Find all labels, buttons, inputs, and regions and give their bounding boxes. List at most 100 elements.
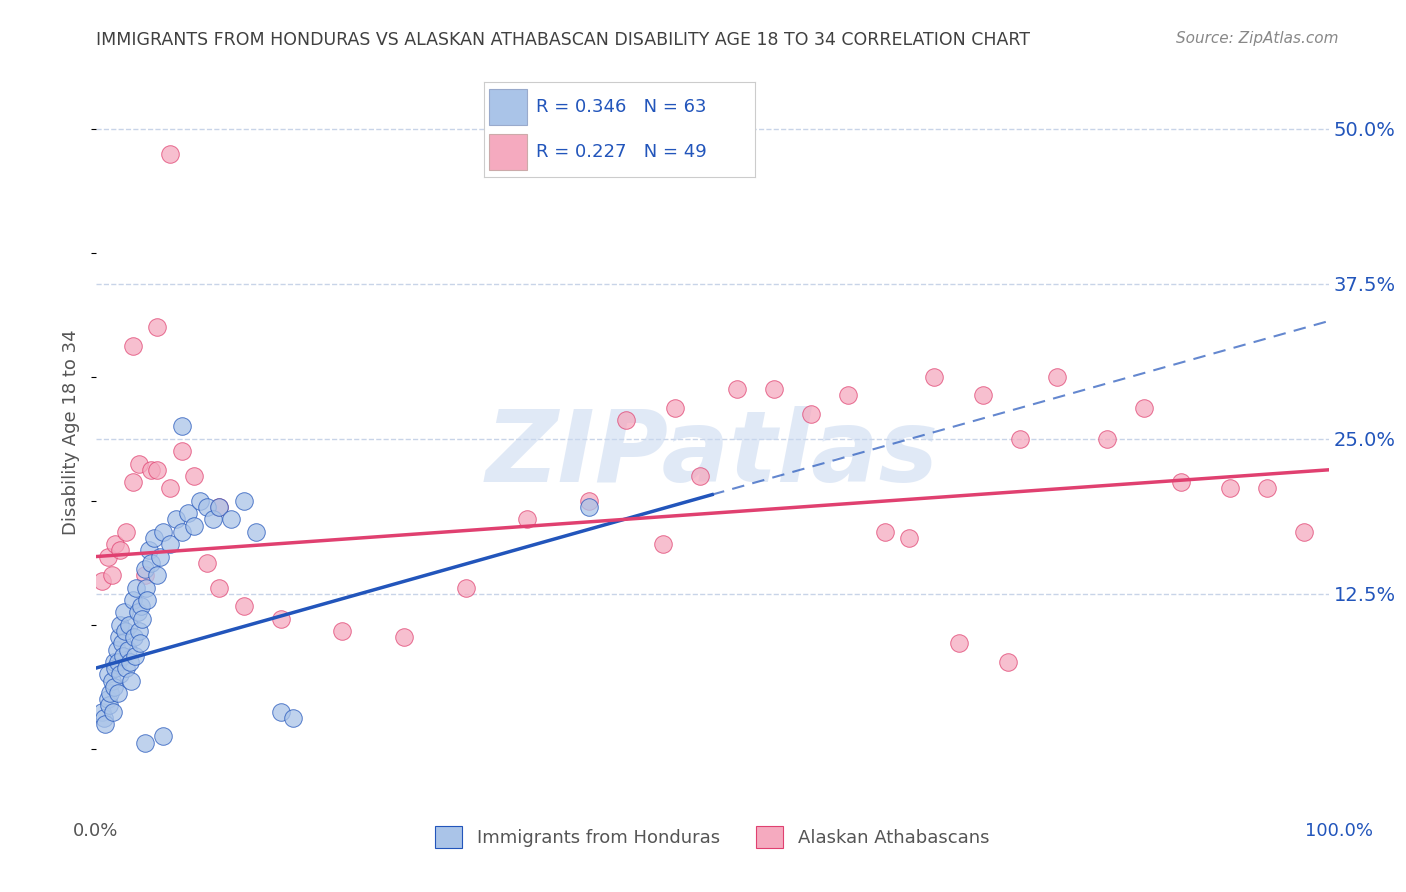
Point [98,698,121,713]
Point [125,581,148,595]
Point [170,444,193,458]
Point [97,667,120,681]
Point [664,401,686,415]
Point [136,593,159,607]
Point [105,642,128,657]
Point [149,549,172,564]
Point [201,512,224,526]
Point [762,382,785,396]
Point [208,581,231,595]
Legend: Immigrants from Honduras, Alaskan Athabascans: Immigrants from Honduras, Alaskan Athaba… [427,819,997,855]
Point [121,339,143,353]
Point [134,562,156,576]
Point [177,506,200,520]
Point [614,413,637,427]
Point [516,512,538,526]
Text: 100.0%: 100.0% [1305,822,1372,840]
Point [1132,401,1154,415]
Point [170,524,193,539]
Point [107,655,129,669]
Y-axis label: Disability Age 18 to 34: Disability Age 18 to 34 [62,330,80,535]
Point [90,705,112,719]
Point [1010,432,1032,446]
Point [689,469,711,483]
Point [129,636,152,650]
Point [110,543,132,558]
Text: 0.0%: 0.0% [73,822,118,840]
Point [94,717,117,731]
Point [100,673,122,688]
Point [97,692,120,706]
Point [134,568,156,582]
Point [115,661,138,675]
Point [232,599,254,614]
Point [170,419,193,434]
Point [146,568,169,582]
Text: ZIPatlas: ZIPatlas [485,406,939,503]
Point [120,673,142,688]
Point [183,469,205,483]
Point [1170,475,1192,490]
Point [232,493,254,508]
Point [104,661,127,675]
Point [195,500,218,514]
Point [190,493,212,508]
Point [219,512,242,526]
Point [100,686,122,700]
Point [134,735,156,749]
Point [135,581,157,595]
Point [898,531,921,545]
Point [139,556,162,570]
Point [120,655,142,669]
Point [245,524,267,539]
Point [97,549,120,564]
Point [114,624,136,638]
Point [90,574,112,589]
Point [128,624,150,638]
Point [922,369,945,384]
Point [139,463,162,477]
Point [330,624,353,638]
Point [837,388,859,402]
Point [997,655,1019,669]
Point [972,388,994,402]
Point [108,630,131,644]
Point [270,611,292,625]
Point [1292,524,1315,539]
Point [110,667,132,681]
Point [183,518,205,533]
Point [131,611,153,625]
Point [1219,482,1241,496]
Point [578,493,600,508]
Point [100,568,122,582]
Point [800,407,823,421]
Point [124,648,146,663]
Point [112,606,135,620]
Point [146,463,169,477]
Point [138,543,160,558]
Point [146,320,169,334]
Point [152,730,174,744]
Point [152,524,174,539]
Point [159,146,181,161]
Point [873,524,896,539]
Point [281,711,304,725]
Point [121,593,143,607]
Point [195,556,218,570]
Point [122,630,145,644]
Text: Source: ZipAtlas.com: Source: ZipAtlas.com [1175,31,1339,46]
Point [392,630,415,644]
Point [1095,432,1118,446]
Point [103,655,125,669]
Point [651,537,673,551]
Point [142,531,165,545]
Point [117,642,139,657]
Point [208,500,231,514]
Text: IMMIGRANTS FROM HONDURAS VS ALASKAN ATHABASCAN DISABILITY AGE 18 TO 34 CORRELATI: IMMIGRANTS FROM HONDURAS VS ALASKAN ATHA… [96,31,1029,49]
Point [118,617,141,632]
Point [128,457,150,471]
Point [111,648,134,663]
Point [159,537,181,551]
Point [107,686,129,700]
Point [208,500,231,514]
